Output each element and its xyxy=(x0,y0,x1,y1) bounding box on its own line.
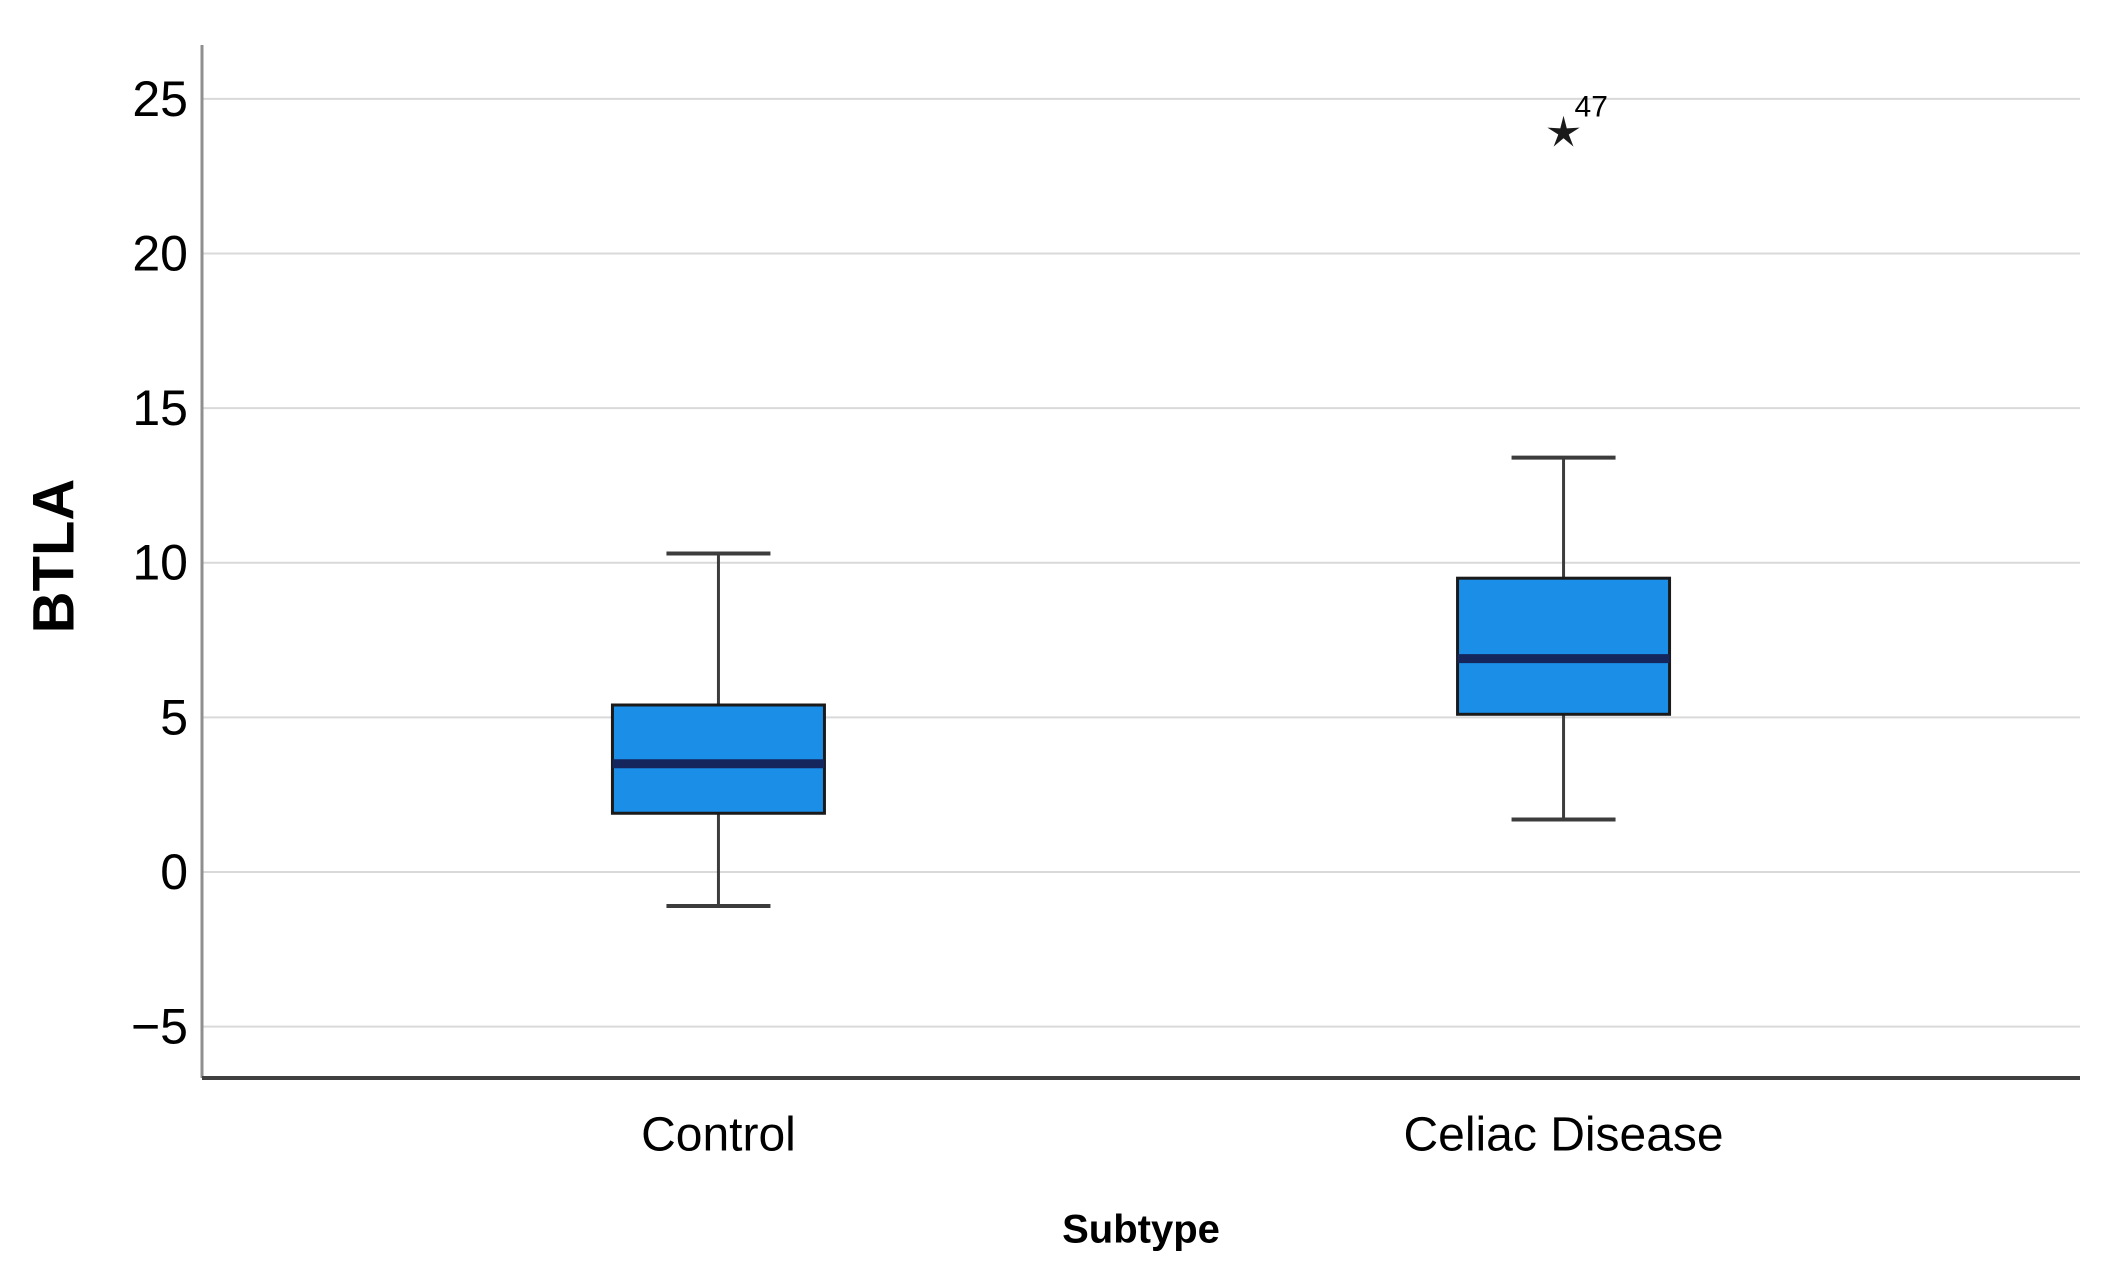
y-tick-label: 5 xyxy=(160,689,188,745)
x-category-label: Celiac Disease xyxy=(1403,1109,1723,1162)
y-axis-title: BTLA xyxy=(21,478,87,634)
y-tick-label: −5 xyxy=(131,999,188,1055)
x-category-label: Control xyxy=(641,1109,796,1162)
y-tick-label: 15 xyxy=(132,380,188,436)
iqr-box xyxy=(610,703,826,815)
outlier-case-label: 47 xyxy=(1575,90,1608,123)
outlier-star-marker xyxy=(1547,115,1580,147)
x-axis-title: Subtype xyxy=(1062,1207,1220,1252)
y-tick-label: 20 xyxy=(132,225,188,281)
y-tick-label: 0 xyxy=(160,844,188,900)
y-tick-label: 25 xyxy=(132,71,188,127)
y-tick-label: 10 xyxy=(132,535,188,591)
iqr-box xyxy=(1456,576,1672,716)
